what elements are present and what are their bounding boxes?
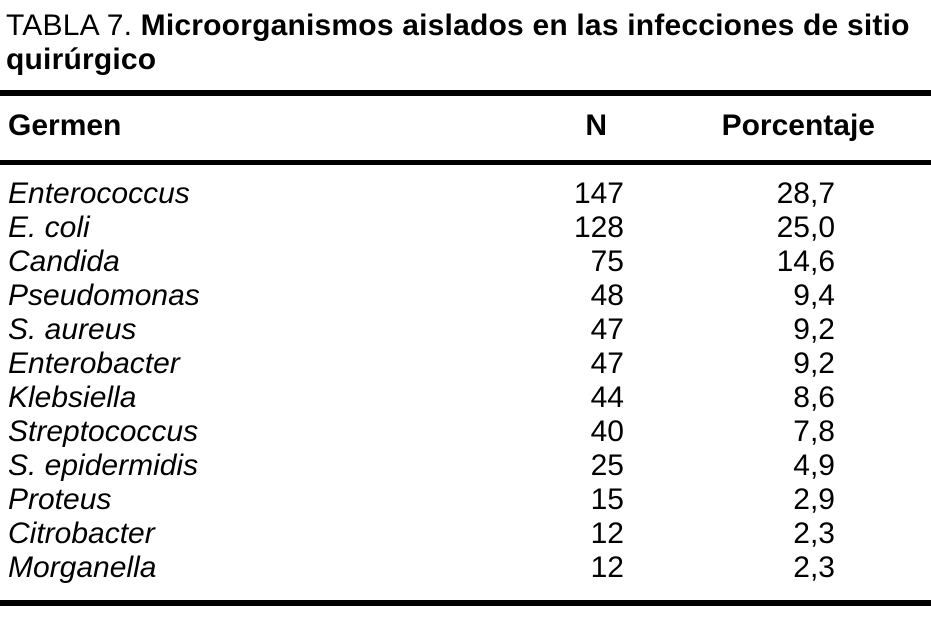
n-cell: 47 — [590, 347, 624, 380]
porcentaje-cell: 7,8 — [793, 415, 835, 448]
n-cell: 75 — [590, 245, 624, 278]
n-cell: 12 — [455, 551, 625, 606]
column-header-porcentaje: Porcentaje — [625, 90, 931, 165]
porcentaje-cell: 9,2 — [793, 347, 835, 380]
table-caption-label: TABLA 7. — [6, 9, 133, 42]
germen-cell: Proteus — [8, 483, 112, 516]
n-cell: 15 — [590, 483, 624, 516]
table-row: Enterococcus 147 28,7 — [0, 163, 931, 212]
table-caption-title: Microorganismos aislados en las infeccio… — [6, 9, 910, 76]
porcentaje-cell: 4,9 — [793, 449, 835, 482]
germen-cell: Pseudomonas — [8, 279, 200, 312]
microorganisms-table: Germen N Porcentaje Enterococcus 147 28,7 E… — [0, 90, 931, 606]
germen-cell: S. aureus — [8, 313, 137, 346]
germen-cell: E. coli — [8, 211, 90, 244]
porcentaje-cell: 9,4 — [793, 279, 835, 312]
column-header-n: N — [455, 90, 625, 165]
table-row: S. epidermidis 25 4,9 — [0, 449, 931, 483]
table-row: Candida 75 14,6 — [0, 245, 931, 279]
table-row: Klebsiella 44 8,6 — [0, 381, 931, 415]
table-row: E. coli 128 25,0 — [0, 211, 931, 245]
porcentaje-cell: 28,7 — [776, 177, 835, 210]
table-row: Streptococcus 40 7,8 — [0, 415, 931, 449]
germen-cell: Morganella — [0, 551, 455, 606]
n-cell: 44 — [590, 381, 624, 414]
table-caption: TABLA 7. Microorganismos aislados en las… — [6, 9, 931, 77]
germen-cell: Enterobacter — [8, 347, 180, 380]
germen-cell: Streptococcus — [8, 415, 199, 448]
table-header-row: Germen N Porcentaje — [0, 90, 931, 165]
porcentaje-cell: 2,9 — [793, 483, 835, 516]
n-cell: 25 — [590, 449, 624, 482]
porcentaje-cell: 2,3 — [793, 517, 835, 550]
porcentaje-cell: 2,3 — [625, 551, 931, 606]
table-header: Germen N Porcentaje — [0, 90, 931, 165]
table-row: Pseudomonas 48 9,4 — [0, 279, 931, 313]
porcentaje-cell: 9,2 — [793, 313, 835, 346]
n-cell: 48 — [590, 279, 624, 312]
table-row: Morganella 12 2,3 — [0, 551, 931, 606]
n-cell: 12 — [590, 517, 624, 550]
table-row: S. aureus 47 9,2 — [0, 313, 931, 347]
porcentaje-cell: 8,6 — [793, 381, 835, 414]
germen-cell: S. epidermidis — [8, 449, 199, 482]
table-row: Proteus 15 2,9 — [0, 483, 931, 517]
n-cell: 40 — [590, 415, 624, 448]
porcentaje-cell: 14,6 — [776, 245, 835, 278]
germen-cell: Citrobacter — [8, 517, 155, 550]
germen-cell: Klebsiella — [8, 381, 137, 414]
paper-table-page: TABLA 7. Microorganismos aislados en las… — [0, 9, 931, 618]
porcentaje-cell: 25,0 — [776, 211, 835, 244]
table-row: Citrobacter 12 2,3 — [0, 517, 931, 551]
n-cell: 47 — [590, 313, 624, 346]
n-cell: 128 — [573, 211, 624, 244]
germen-cell: Enterococcus — [8, 177, 190, 210]
table-body: Enterococcus 147 28,7 E. coli 128 25,0 Candida… — [0, 163, 931, 606]
table-row: Enterobacter 47 9,2 — [0, 347, 931, 381]
germen-cell: Candida — [8, 245, 120, 278]
column-header-germen: Germen — [0, 90, 455, 165]
n-cell: 147 — [573, 177, 624, 210]
